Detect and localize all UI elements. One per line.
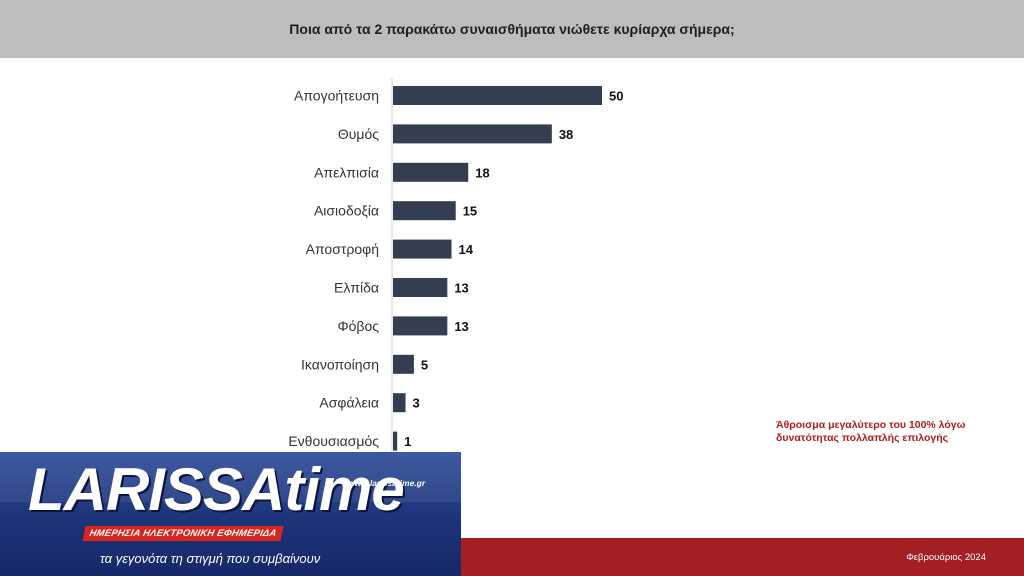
category-label: Ασφάλεια bbox=[319, 395, 379, 411]
value-label: 5 bbox=[421, 357, 428, 372]
chart-header: Ποια από τα 2 παρακάτω συναισθήματα νιώθ… bbox=[0, 0, 1024, 58]
bar-2 bbox=[393, 124, 552, 144]
bar-5 bbox=[393, 239, 452, 259]
bar-8 bbox=[393, 354, 414, 374]
logo-url: www.larissatime.gr bbox=[348, 478, 426, 488]
logo-slogan: τα γεγονότα τη στιγμή που συμβαίνουν bbox=[100, 551, 321, 566]
category-label: Θυμός bbox=[338, 126, 379, 142]
bar-4 bbox=[393, 201, 456, 221]
category-label: Ελπίδα bbox=[334, 280, 379, 296]
category-label: Απελπισία bbox=[314, 164, 379, 180]
value-label: 14 bbox=[459, 242, 474, 257]
category-label: Αισιοδοξία bbox=[314, 203, 379, 219]
value-label: 50 bbox=[609, 89, 623, 104]
category-label: Απογοήτευση bbox=[294, 88, 379, 104]
bar-chart: Απογοήτευση 50 Θυμός 38 Απελπισία 18 Αισιοδοξί… bbox=[288, 78, 623, 452]
value-label: 13 bbox=[454, 319, 468, 334]
category-label: Ικανοποίηση bbox=[301, 356, 379, 372]
value-label: 13 bbox=[454, 281, 468, 296]
larissatime-logo: LARISSAtime www.larissatime.gr ΗΜΕΡΗΣΙΑ … bbox=[0, 452, 461, 576]
value-label: 15 bbox=[463, 204, 477, 219]
logo-ribbon: ΗΜΕΡΗΣΙΑ ΗΛΕΚΤΡΟΝΙΚΗ ΕΦΗΜΕΡΙΔΑ bbox=[82, 526, 284, 541]
bar-10 bbox=[393, 431, 398, 451]
bar-9 bbox=[393, 393, 406, 413]
category-label: Ενθουσιασμός bbox=[288, 433, 379, 449]
logo-brand: LARISSAtime bbox=[28, 456, 405, 523]
survey-date: Φεβρουάριος 2024 bbox=[906, 552, 986, 563]
multiple-choice-note: Άθροισμα μεγαλύτερο του 100% λόγω δυνατό… bbox=[776, 419, 966, 444]
category-label: Φόβος bbox=[337, 318, 379, 334]
bar-7 bbox=[393, 316, 448, 336]
category-label: Αποστροφή bbox=[306, 241, 379, 257]
value-label: 38 bbox=[559, 127, 573, 142]
logo-tagline: ΗΜΕΡΗΣΙΑ ΗΛΕΚΤΡΟΝΙΚΗ ΕΦΗΜΕΡΙΔΑ bbox=[88, 528, 278, 539]
value-label: 1 bbox=[404, 434, 411, 449]
logo-shine bbox=[0, 452, 461, 502]
bar-3 bbox=[393, 162, 469, 182]
value-label: 3 bbox=[413, 396, 420, 411]
value-label: 18 bbox=[475, 165, 489, 180]
bar-1 bbox=[393, 86, 602, 105]
bar-6 bbox=[393, 278, 448, 297]
chart-title: Ποια από τα 2 παρακάτω συναισθήματα νιώθ… bbox=[289, 21, 735, 37]
